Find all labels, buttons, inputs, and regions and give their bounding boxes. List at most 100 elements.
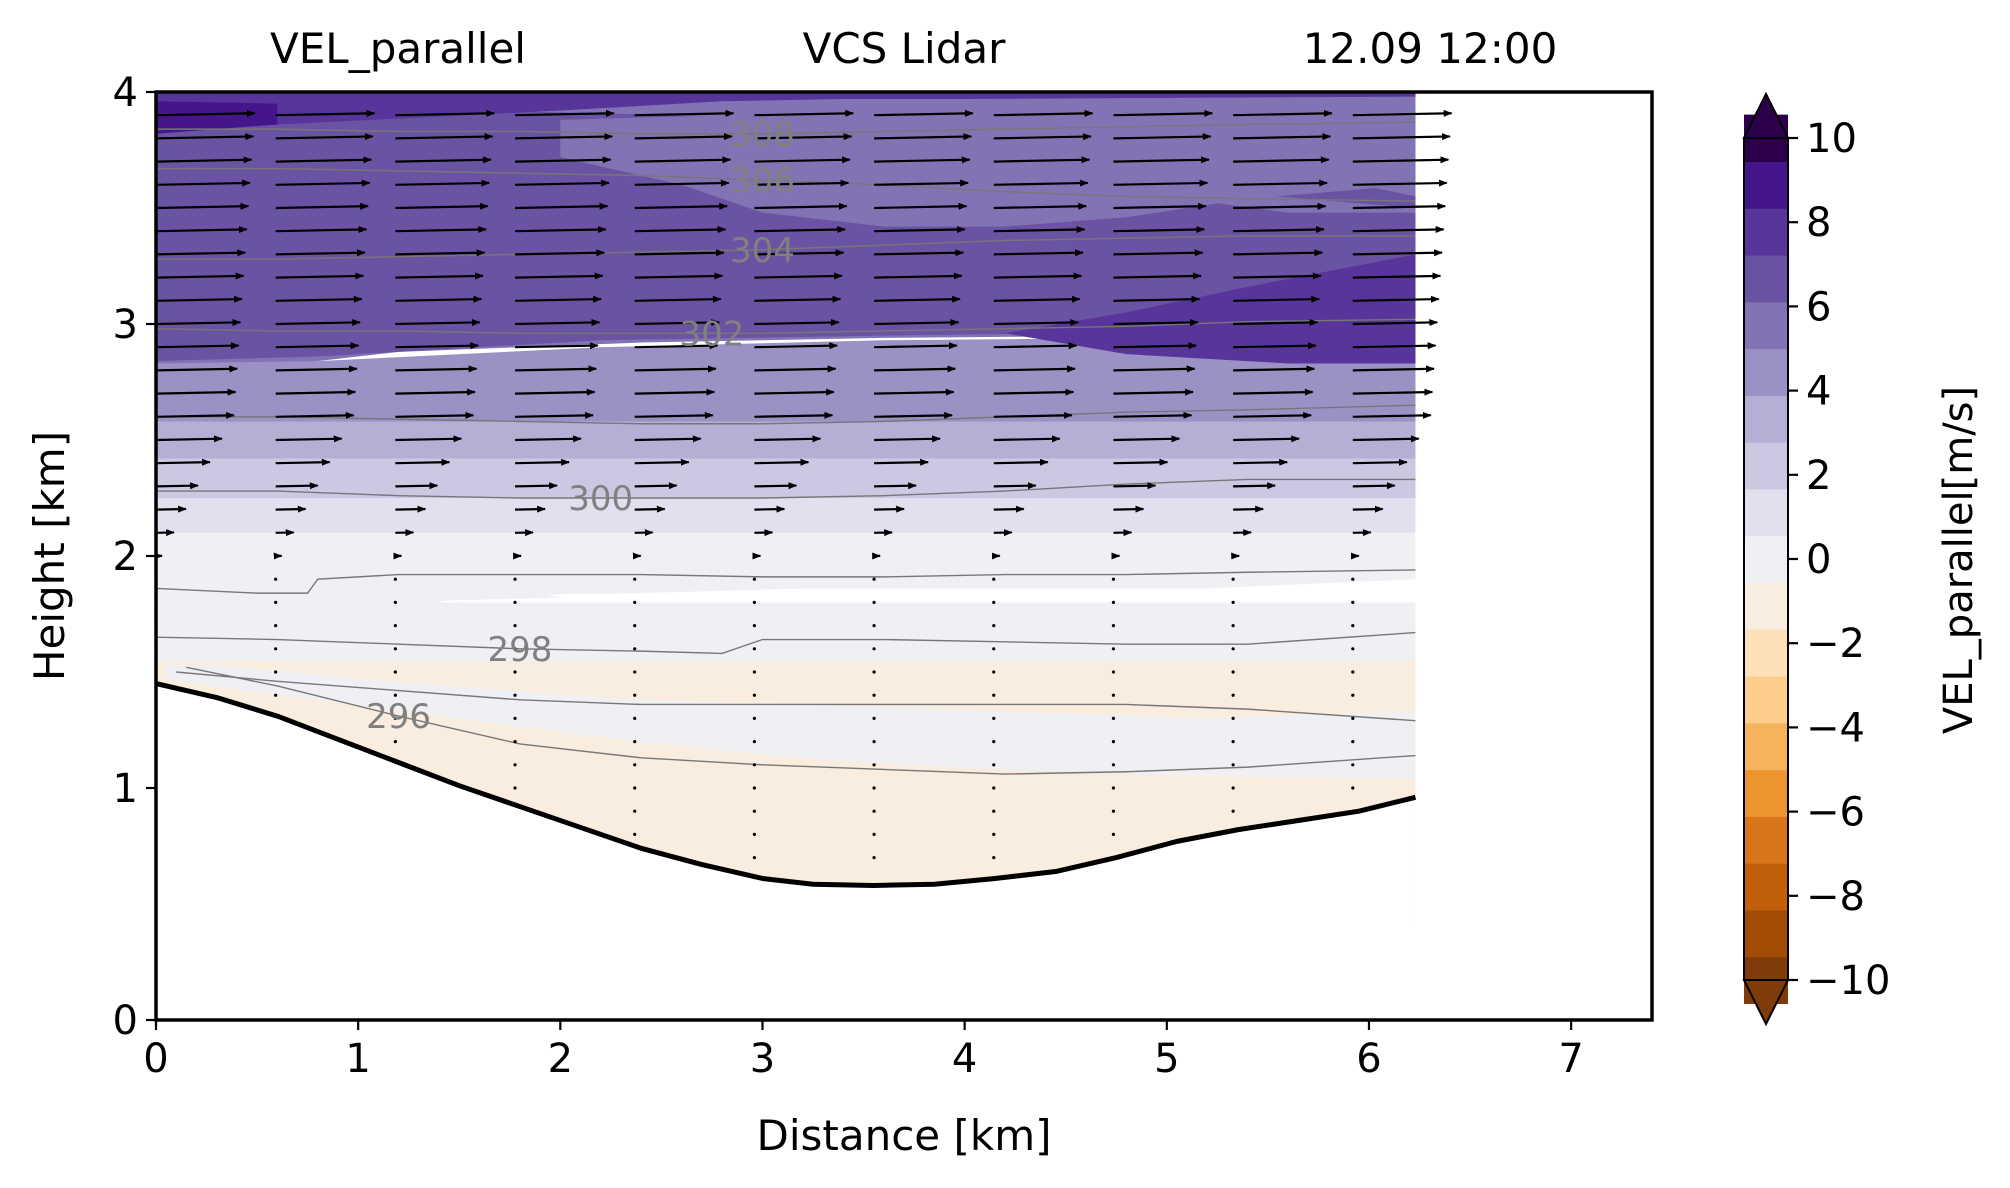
isentrope-label: 304 bbox=[730, 231, 795, 271]
isentrope-label: 308 bbox=[730, 115, 795, 155]
wind-arrow bbox=[634, 365, 717, 373]
wind-arrow bbox=[992, 577, 996, 581]
wind-arrow bbox=[633, 716, 637, 721]
wind-arrow bbox=[633, 647, 637, 651]
wind-arrow bbox=[634, 226, 727, 234]
isentrope-line bbox=[156, 121, 1416, 135]
wind-arrow bbox=[754, 202, 848, 210]
wind-arrow bbox=[513, 740, 517, 744]
wind-arrow bbox=[275, 249, 366, 257]
wind-arrow bbox=[1233, 505, 1264, 513]
wind-arrow bbox=[1233, 342, 1317, 350]
wind-arrow bbox=[1231, 647, 1235, 651]
wind-arrow bbox=[633, 740, 637, 744]
wind-arrow bbox=[515, 482, 558, 490]
wind-arrow bbox=[993, 458, 1049, 466]
wind-arrow bbox=[1113, 133, 1212, 141]
wind-arrow bbox=[1113, 295, 1201, 303]
title-center: VCS Lidar bbox=[803, 24, 1007, 73]
wind-arrow bbox=[513, 763, 517, 767]
wind-arrow bbox=[992, 786, 996, 790]
wind-arrow bbox=[515, 109, 615, 117]
wind-arrow bbox=[393, 600, 397, 605]
wind-arrow bbox=[1113, 226, 1206, 234]
wind-arrow bbox=[634, 342, 719, 350]
wind-arrow bbox=[156, 458, 211, 466]
wind-arrow bbox=[395, 342, 480, 350]
wind-arrow bbox=[1351, 647, 1355, 651]
wind-arrow bbox=[633, 624, 637, 628]
wind-arrow bbox=[993, 202, 1088, 210]
wind-arrow bbox=[993, 342, 1078, 350]
wind-arrow bbox=[754, 295, 842, 303]
isentrope-line bbox=[156, 478, 1416, 499]
wind-arrow bbox=[754, 458, 810, 466]
isentrope-label: 298 bbox=[487, 630, 552, 670]
colorbar-segment bbox=[1744, 909, 1788, 958]
wind-arrow bbox=[754, 365, 837, 373]
colorbar-segment bbox=[1744, 348, 1788, 396]
wind-arrow bbox=[156, 226, 248, 234]
wind-arrow bbox=[754, 318, 840, 326]
wind-arrow bbox=[872, 647, 876, 651]
wind-arrow bbox=[1352, 109, 1453, 117]
colorbar bbox=[1742, 91, 1790, 1027]
y-axis-label: Height [km] bbox=[25, 431, 74, 681]
ground-mask bbox=[156, 683, 1416, 1020]
title-left: VEL_parallel bbox=[270, 24, 526, 73]
wind-arrow bbox=[1231, 740, 1235, 744]
wind-arrow bbox=[992, 809, 996, 813]
wind-arrow bbox=[275, 179, 371, 187]
wind-arrow bbox=[1111, 832, 1116, 837]
wind-arrow bbox=[993, 365, 1076, 373]
wind-arrow bbox=[874, 318, 960, 326]
wind-arrow bbox=[1111, 693, 1116, 697]
colorbar-tick-label: −4 bbox=[1806, 705, 1865, 751]
wind-arrow bbox=[992, 624, 996, 628]
wind-arrow bbox=[633, 670, 637, 674]
colorbar-tick-label: 0 bbox=[1806, 537, 1831, 583]
wind-arrow bbox=[752, 670, 757, 674]
colorbar-tick-label: 8 bbox=[1806, 200, 1831, 246]
wind-arrow bbox=[874, 202, 968, 210]
wind-arrow bbox=[1233, 411, 1312, 419]
wind-arrow bbox=[754, 272, 843, 280]
x-tick-label: 5 bbox=[1154, 1036, 1179, 1082]
wind-arrow bbox=[634, 109, 735, 117]
wind-arrow bbox=[156, 272, 245, 280]
colorbar-tick-label: 4 bbox=[1806, 369, 1831, 415]
wind-arrow bbox=[395, 318, 481, 326]
wind-arrow bbox=[1111, 577, 1116, 581]
colorbar-segment bbox=[1744, 722, 1788, 771]
wind-arrow bbox=[515, 156, 612, 164]
wind-arrow bbox=[1113, 109, 1214, 117]
wind-arrow bbox=[754, 482, 798, 490]
wind-arrow bbox=[515, 435, 582, 443]
y-tick-label: 1 bbox=[113, 766, 138, 812]
colorbar-ticks: 10 8 6 4 2 0 −2 −4 −6 −8 −10 bbox=[1788, 116, 1890, 1004]
wind-arrow bbox=[513, 670, 517, 674]
wind-arrow bbox=[634, 388, 716, 396]
wind-arrow bbox=[872, 832, 876, 837]
wind-arrow bbox=[1113, 388, 1194, 396]
wind-arrow bbox=[515, 272, 604, 280]
wind-arrow bbox=[874, 458, 929, 466]
y-tick-label: 3 bbox=[113, 302, 138, 348]
wind-arrow bbox=[275, 342, 360, 350]
y-axis: 0 1 2 3 4 bbox=[113, 70, 156, 1044]
wind-arrow bbox=[1352, 365, 1435, 373]
colorbar-label: VEL_parallel[m/s] bbox=[1936, 386, 1982, 734]
wind-arrow bbox=[1351, 577, 1355, 581]
wind-arrow bbox=[1352, 226, 1445, 234]
wind-arrow bbox=[513, 786, 517, 790]
wind-arrow bbox=[874, 133, 973, 141]
colorbar-segment bbox=[1744, 254, 1788, 303]
wind-arrow bbox=[634, 133, 733, 141]
wind-arrow bbox=[634, 202, 728, 210]
wind-arrow bbox=[1233, 482, 1276, 490]
wind-arrow bbox=[395, 249, 486, 257]
wind-arrow bbox=[395, 156, 492, 164]
wind-arrow bbox=[1111, 647, 1116, 651]
wind-arrow bbox=[513, 693, 517, 697]
isentrope-line bbox=[156, 404, 1416, 425]
